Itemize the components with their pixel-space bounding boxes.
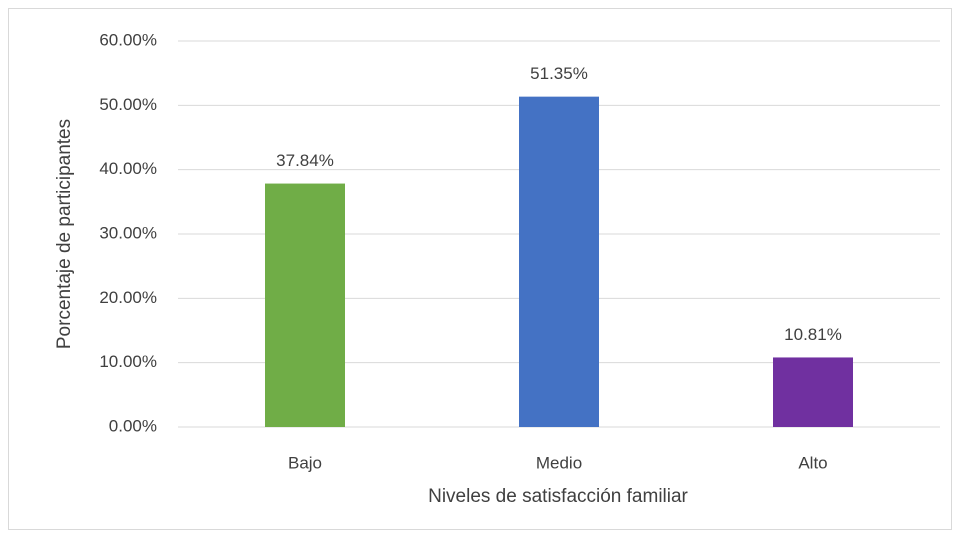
y-tick-label: 50.00% [99,95,157,114]
x-axis-title: Niveles de satisfacción familiar [428,486,688,507]
x-tick-label: Bajo [288,453,322,472]
y-axis-title: Porcentaje de participantes [54,119,75,349]
x-tick-label: Alto [798,453,827,472]
chart-frame [8,8,952,530]
data-label: 37.84% [276,151,334,170]
y-tick-label: 0.00% [109,416,157,435]
y-tick-label: 60.00% [99,30,157,49]
bar [773,357,853,427]
y-tick-label: 20.00% [99,288,157,307]
y-tick-label: 10.00% [99,352,157,371]
bar [519,96,599,428]
y-tick-label: 40.00% [99,159,157,178]
y-tick-label: 30.00% [99,223,157,242]
bar [265,183,345,427]
data-label: 10.81% [784,325,842,344]
data-label: 51.35% [530,64,588,83]
x-tick-label: Medio [536,453,582,472]
